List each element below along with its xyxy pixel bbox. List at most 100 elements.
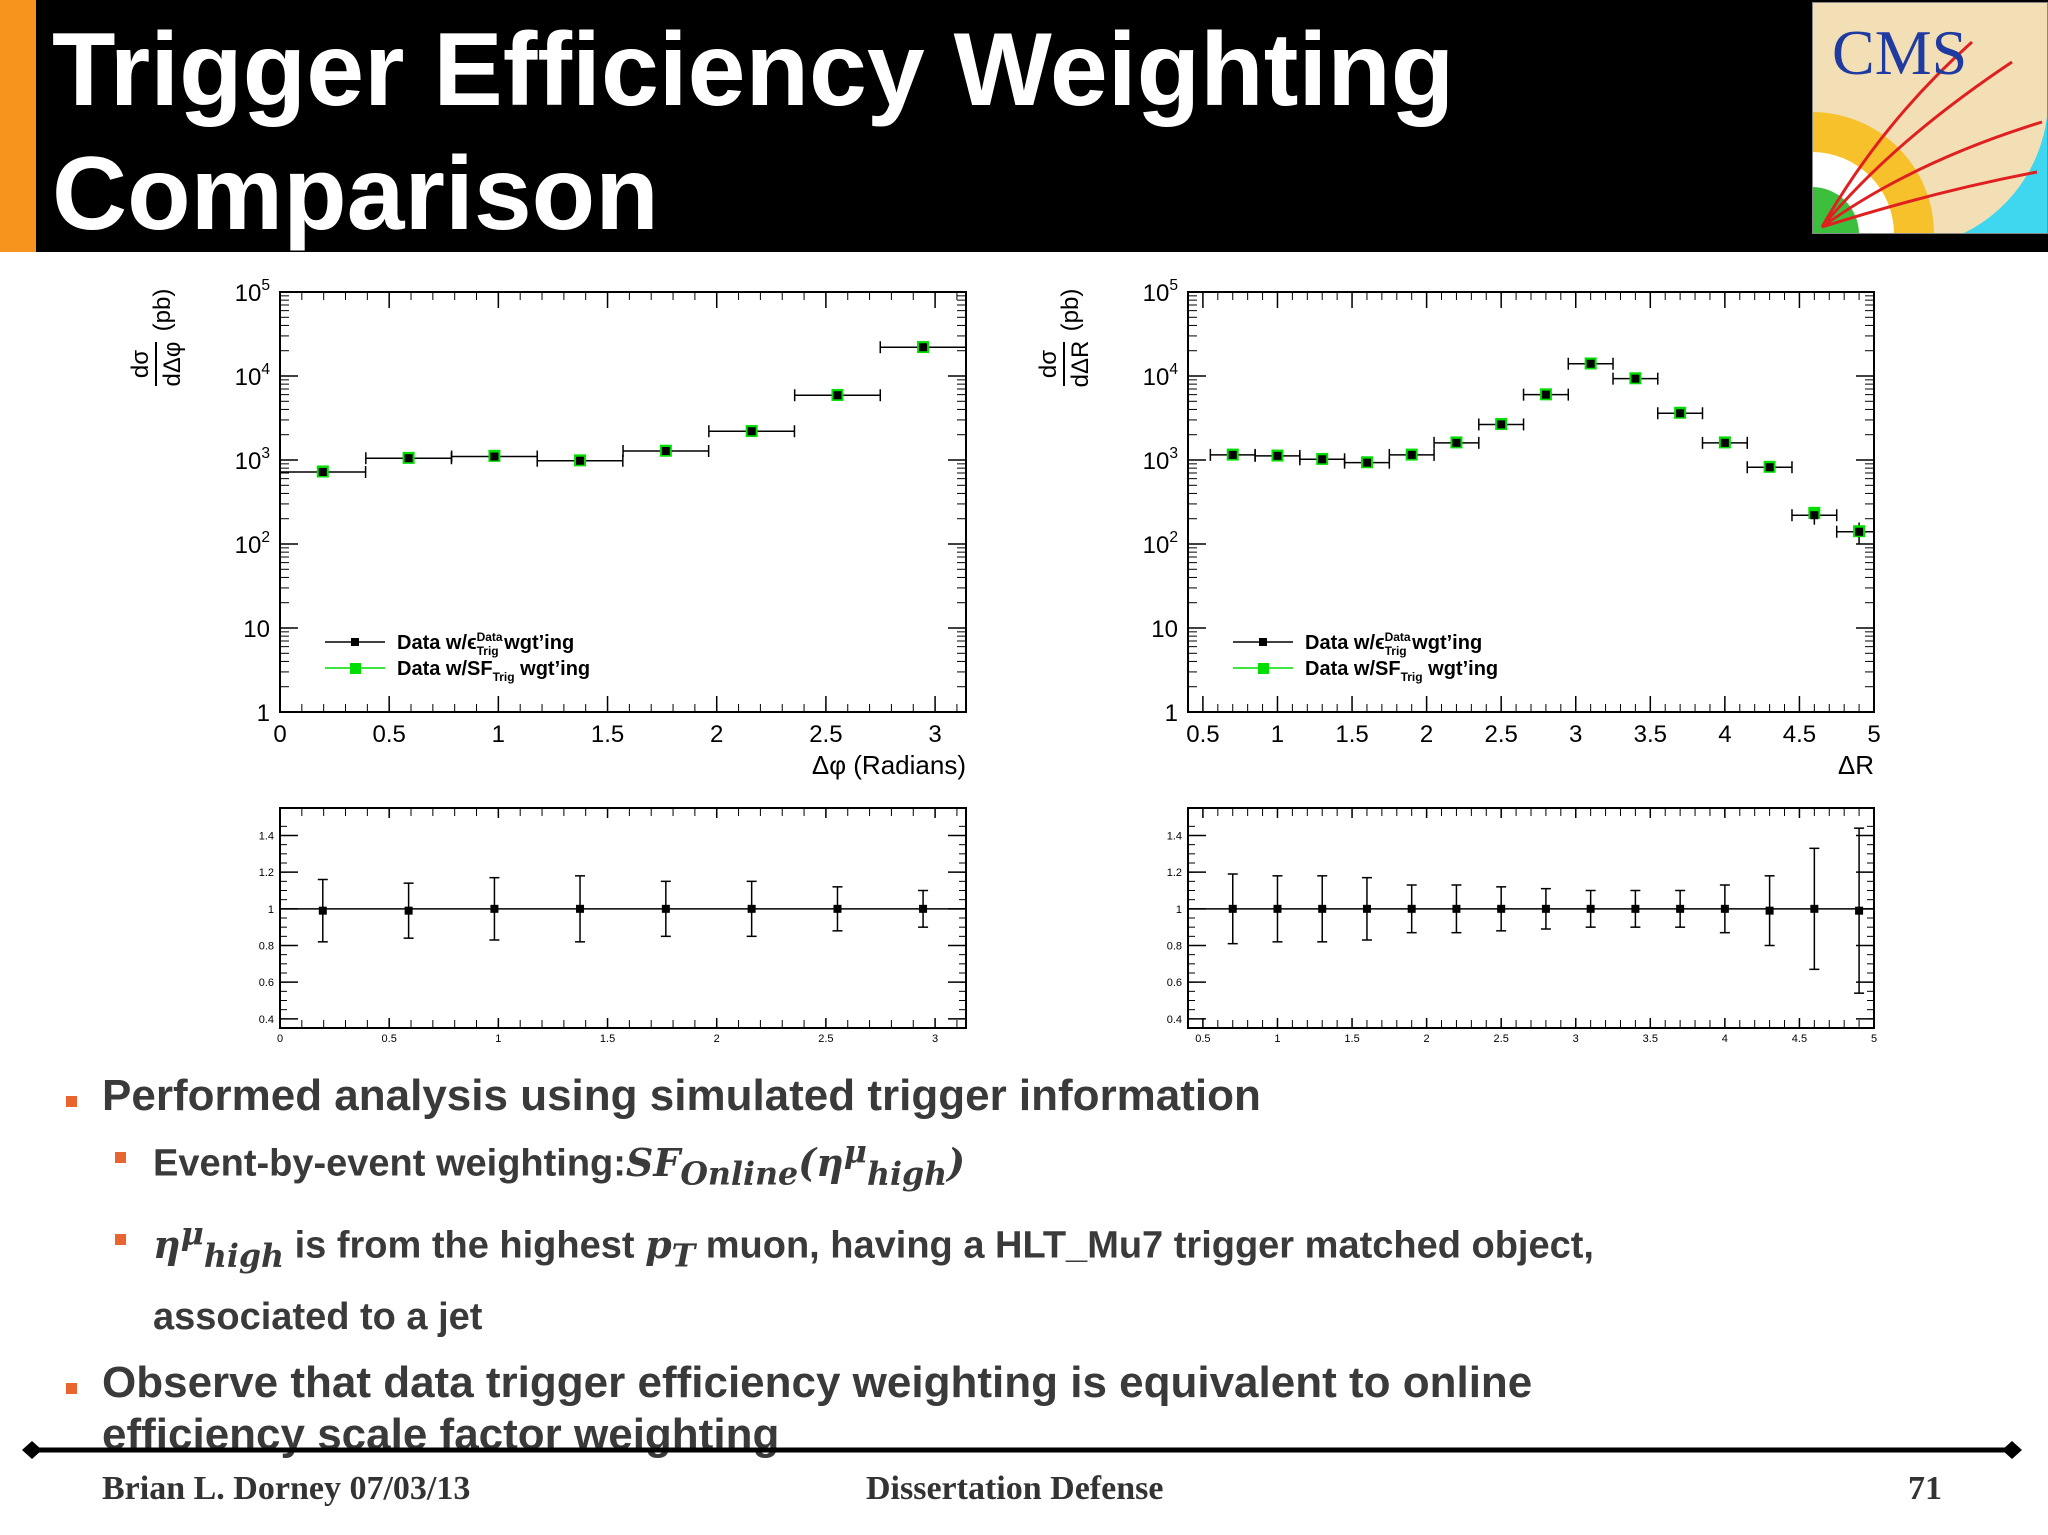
data-point — [1765, 463, 1774, 472]
tick-label: 104 — [1143, 361, 1179, 391]
ratio-point — [1362, 904, 1371, 913]
x-tick-label: 0 — [277, 1033, 283, 1045]
x-tick-label: 0.5 — [382, 1033, 397, 1045]
plot-frame — [1187, 291, 1875, 713]
ratio-point — [833, 904, 842, 913]
data-point — [1810, 511, 1819, 520]
x-tick-label: 2.5 — [809, 721, 842, 748]
tick-label: 102 — [235, 529, 270, 559]
slide-header — [0, 0, 2048, 252]
tick-label: 10 — [1151, 616, 1178, 643]
x-tick-label: 3 — [1569, 721, 1582, 748]
slide-title: Trigger Efficiency Weighting Comparison — [52, 8, 1454, 256]
x-tick-label: 1 — [1274, 1033, 1280, 1045]
ratio-point — [661, 904, 670, 913]
x-tick-label: 4 — [1718, 721, 1731, 748]
data-point — [1452, 438, 1461, 447]
ratio-point — [1407, 904, 1416, 913]
pt-symbol: pT — [645, 1221, 696, 1275]
bullet-marker — [115, 1152, 126, 1163]
data-point — [661, 446, 670, 455]
title-line-1: Trigger Efficiency Weighting — [52, 12, 1455, 128]
x-tick-label: 5 — [1867, 721, 1880, 748]
data-point — [404, 454, 413, 463]
figure-dr: 0.5 1 1.5 2 2.5 3 3.5 4 4.5 5 1 10 102 103 104 105 Data … — [1035, 277, 1881, 1045]
tick-label: 105 — [235, 277, 271, 307]
tick-label: 1.2 — [1167, 867, 1182, 879]
ratio-point — [1586, 904, 1595, 913]
x-tick-label: 0.5 — [372, 721, 405, 748]
tick-label: 102 — [1143, 529, 1178, 559]
x-axis-title: ΔR — [1838, 750, 1874, 780]
data-point — [1541, 390, 1550, 399]
y-axis-title-numerator: dσ — [127, 350, 154, 378]
footer-page-number: 71 — [1908, 1470, 1942, 1507]
y-axis-title-unit: (pb) — [1057, 289, 1084, 332]
y-axis-title-denominator: dΔφ — [159, 342, 186, 387]
legend-marker-data — [351, 638, 359, 646]
x-tick-label: 1.5 — [591, 721, 624, 748]
data-point — [1855, 527, 1864, 536]
data-point — [1676, 409, 1685, 418]
plot-frame — [279, 291, 967, 713]
x-tick-label: 1.5 — [1344, 1033, 1359, 1045]
x-tick-label: 0 — [273, 721, 286, 748]
bullet-text: Performed analysis using simulated trigg… — [102, 1071, 1261, 1120]
x-tick-label: 4.5 — [1792, 1033, 1807, 1045]
tick-label: 105 — [1143, 277, 1179, 307]
x-tick-label: 2 — [1424, 1033, 1430, 1045]
tick-label: 103 — [235, 445, 270, 475]
ratio-point — [1855, 906, 1864, 915]
tick-label: 1 — [257, 700, 270, 727]
data-point — [1318, 455, 1327, 464]
footer-event: Dissertation Defense — [866, 1470, 1164, 1507]
legend-label-sf: Data w/SFTrig wgt’ing — [397, 658, 590, 684]
bullet-marker — [66, 1096, 77, 1107]
tick-label: 103 — [1143, 445, 1178, 475]
data-point — [1273, 451, 1282, 460]
ratio-point — [919, 904, 928, 913]
footer-author-date: Brian L. Dorney 07/03/13 — [102, 1470, 471, 1507]
x-tick-label: 2.5 — [1484, 721, 1517, 748]
tick-label: 1.2 — [259, 867, 274, 879]
bullet-eta-high: ημhigh is from the highest pT muon, havi… — [60, 1204, 2020, 1346]
tick-label: 0.8 — [259, 941, 274, 953]
tick-label: 0.8 — [1167, 941, 1182, 953]
ratio-point — [1273, 904, 1282, 913]
cms-logo: CMS — [1812, 2, 2048, 234]
y-axis-title: dσ dΔR (pb) — [1035, 289, 1094, 388]
data-point — [919, 343, 928, 352]
bullet-list: Performed analysis using simulated trigg… — [60, 1060, 2020, 1461]
data-point — [1407, 450, 1416, 459]
x-tick-label: 3 — [928, 721, 941, 748]
bullet-weighting: Event-by-event weighting:SFOnline(ημhigh… — [60, 1122, 2020, 1204]
x-tick-label: 1 — [492, 721, 505, 748]
ratio-point — [490, 904, 499, 913]
y-axis-title-unit: (pb) — [149, 289, 176, 332]
x-tick-label: 2.5 — [1494, 1033, 1509, 1045]
tick-label: 0.6 — [259, 977, 274, 989]
ratio-point — [1318, 904, 1327, 913]
x-tick-label: 1 — [1271, 721, 1284, 748]
legend-marker-data — [1259, 638, 1267, 646]
footer-divider — [22, 1441, 2022, 1459]
bullet-text-continued: associated to a jet — [153, 1295, 483, 1338]
data-point — [490, 452, 499, 461]
ratio-point — [1497, 904, 1506, 913]
title-line-2: Comparison — [52, 136, 659, 252]
legend-label-data: Data w/ϵData Trig wgt’ing — [1305, 630, 1482, 658]
data-point — [1362, 458, 1371, 467]
x-tick-label: 0.5 — [1195, 1033, 1210, 1045]
ratio-point — [1631, 904, 1640, 913]
x-tick-label: 3.5 — [1643, 1033, 1658, 1045]
x-axis-title: Δφ (Radians) — [812, 750, 966, 780]
data-point — [576, 456, 585, 465]
ratio-point — [404, 906, 413, 915]
ratio-point — [1452, 904, 1461, 913]
legend-label-sf: Data w/SFTrig wgt’ing — [1305, 658, 1498, 684]
tick-label: 0.4 — [259, 1014, 274, 1026]
y-axis-title-denominator: dΔR — [1067, 341, 1094, 388]
x-tick-label: 3 — [1573, 1033, 1579, 1045]
data-point — [1497, 420, 1506, 429]
data-point — [1720, 438, 1729, 447]
